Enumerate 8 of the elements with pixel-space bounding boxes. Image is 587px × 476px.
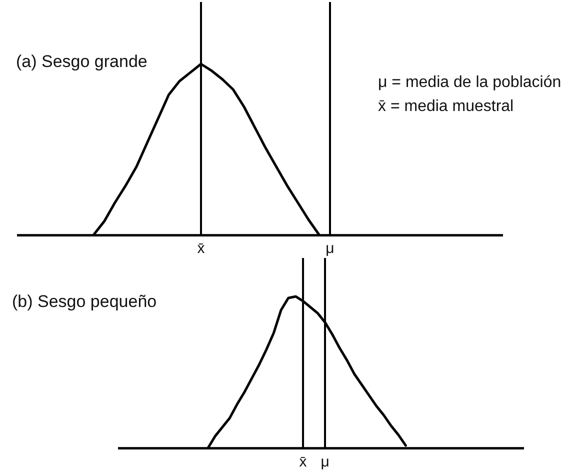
annotation: x̄ = media muestral	[378, 97, 514, 117]
x-tick-label: x̄	[197, 240, 206, 258]
chart-title: (b) Sesgo pequeño	[12, 292, 157, 312]
chart-title: (a) Sesgo grande	[16, 52, 148, 72]
annotation: μ = media de la población	[378, 73, 562, 93]
x-tick-label: μ	[326, 240, 334, 258]
x-tick-label: x̄	[299, 454, 308, 471]
x-tick-label: μ	[320, 454, 330, 471]
